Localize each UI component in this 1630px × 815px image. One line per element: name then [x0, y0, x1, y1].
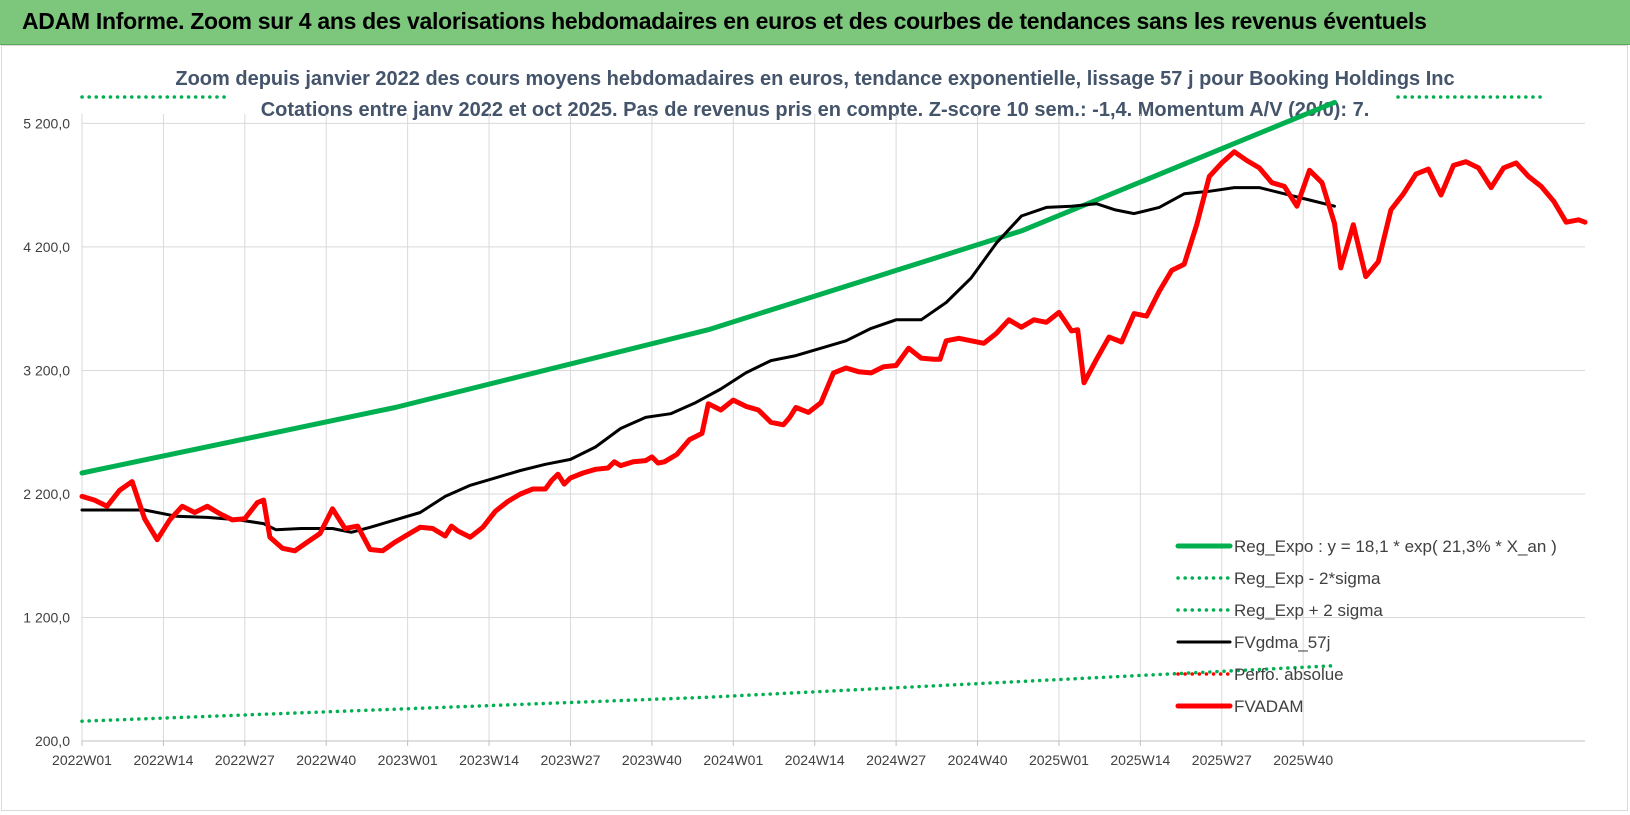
x-tick-label: 2025W14: [1110, 752, 1170, 768]
page-title: ADAM Informe. Zoom sur 4 ans des valoris…: [22, 8, 1427, 34]
x-tick-label: 2022W14: [133, 752, 193, 768]
y-tick-label: 1 200,0: [23, 609, 70, 625]
series-line-3: [80, 186, 1336, 534]
x-tick-label: 2022W27: [215, 752, 275, 768]
series-line-1: [80, 663, 1337, 723]
series-line-5: [79, 149, 1588, 554]
y-tick-label: 3 200,0: [23, 362, 70, 378]
x-tick-label: 2024W01: [703, 752, 763, 768]
chart-frame: [1, 45, 1628, 811]
x-tick-label: 2024W14: [785, 752, 845, 768]
x-tick-label: 2024W40: [948, 752, 1008, 768]
x-tick-label: 2023W40: [622, 752, 682, 768]
y-tick-label: 2 200,0: [23, 486, 70, 502]
series-line-0: [79, 99, 1337, 476]
x-tick-label: 2022W40: [296, 752, 356, 768]
y-tick-label: 4 200,0: [23, 239, 70, 255]
y-tick-label: 5 200,0: [23, 115, 70, 131]
y-tick-label: 200,0: [35, 733, 70, 749]
chart-title-line2: Cotations entre janv 2022 et oct 2025. P…: [261, 99, 1370, 121]
x-tick-label: 2023W14: [459, 752, 519, 768]
x-tick-label: 2025W27: [1192, 752, 1252, 768]
x-tick-label: 2024W27: [866, 752, 926, 768]
x-tick-label: 2023W27: [541, 752, 601, 768]
x-axis-ticks: 2022W01 2022W14 2022W27 2022W40 2023W01 2023W…: [52, 740, 1585, 768]
legend-label-0: Reg_Expo : y = 18,1 * exp( 21,3% * X_an …: [1234, 537, 1557, 556]
x-tick-label: 2023W01: [378, 752, 438, 768]
legend: Reg_Expo : y = 18,1 * exp( 21,3% * X_an …: [1175, 537, 1557, 716]
chart-title-line1: Zoom depuis janvier 2022 des cours moyen…: [175, 68, 1454, 90]
legend-label-2: Reg_Exp + 2 sigma: [1234, 601, 1383, 620]
y-axis-ticks: 200,0 1 200,0 2 200,0 3 200,0 4 200,0 5 200,0: [23, 115, 70, 749]
legend-label-3: FVgdma_57j: [1234, 633, 1330, 652]
legend-label-4: Perfo. absolue: [1234, 665, 1344, 684]
legend-label-5: FVADAM: [1234, 697, 1304, 716]
legend-label-1: Reg_Exp - 2*sigma: [1234, 569, 1381, 588]
x-tick-label: 2025W40: [1273, 752, 1333, 768]
x-tick-label: 2022W01: [52, 752, 112, 768]
series-lines: [79, 95, 1588, 723]
x-tick-label: 2025W01: [1029, 752, 1089, 768]
header-banner: ADAM Informe. Zoom sur 4 ans des valoris…: [0, 0, 1630, 45]
